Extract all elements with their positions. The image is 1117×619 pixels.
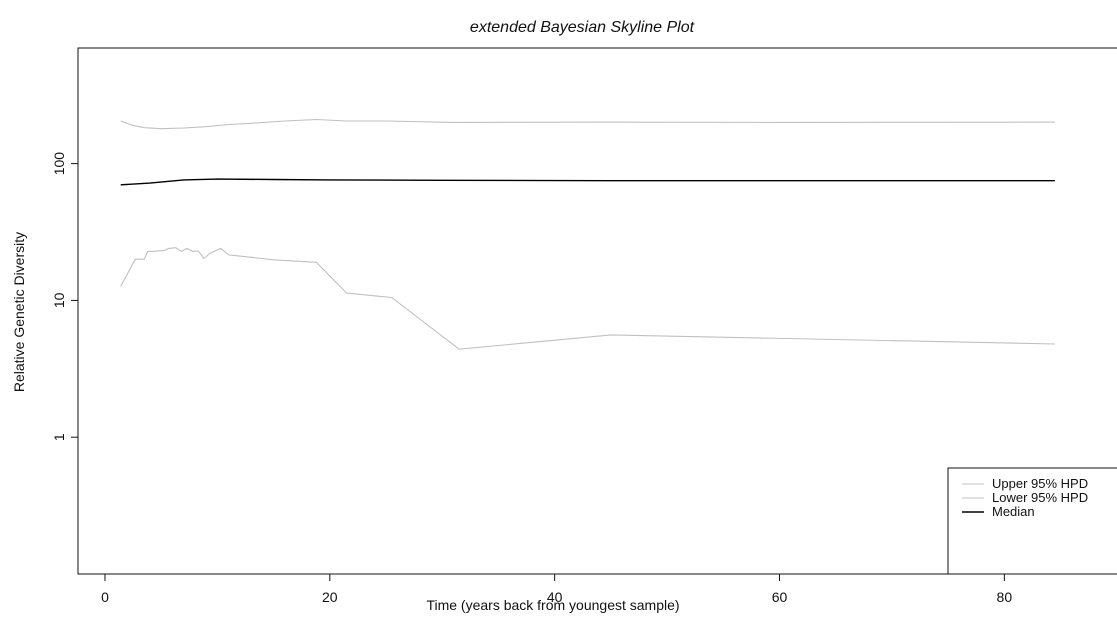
- legend-label: Upper 95% HPD: [992, 476, 1088, 491]
- x-axis: 0 20 40 60 80: [101, 573, 1013, 605]
- x-axis-label: Time (years back from youngest sample): [426, 597, 679, 613]
- legend-label: Median: [992, 504, 1035, 519]
- y-tick-label: 10: [51, 292, 67, 308]
- x-tick-label: 20: [322, 589, 338, 605]
- series-line-upper-95-hpd: [120, 118, 1055, 130]
- y-tick-label: 1: [51, 433, 67, 441]
- legend-box: [947, 467, 1117, 575]
- y-tick-label: 100: [51, 152, 67, 176]
- y-axis: 1 10 100: [51, 152, 79, 441]
- x-tick-label: 40: [547, 589, 563, 605]
- legend-label: Lower 95% HPD: [992, 490, 1088, 505]
- x-tick-label: 60: [772, 589, 788, 605]
- series-layer: [120, 118, 1055, 350]
- chart-title: extended Bayesian Skyline Plot: [470, 19, 695, 36]
- x-tick-label: 0: [101, 589, 109, 605]
- series-line-median: [120, 178, 1055, 186]
- series-line-lower-95-hpd: [120, 247, 1055, 350]
- y-axis-label: Relative Genetic Diversity: [11, 232, 27, 392]
- x-tick-label: 80: [997, 589, 1013, 605]
